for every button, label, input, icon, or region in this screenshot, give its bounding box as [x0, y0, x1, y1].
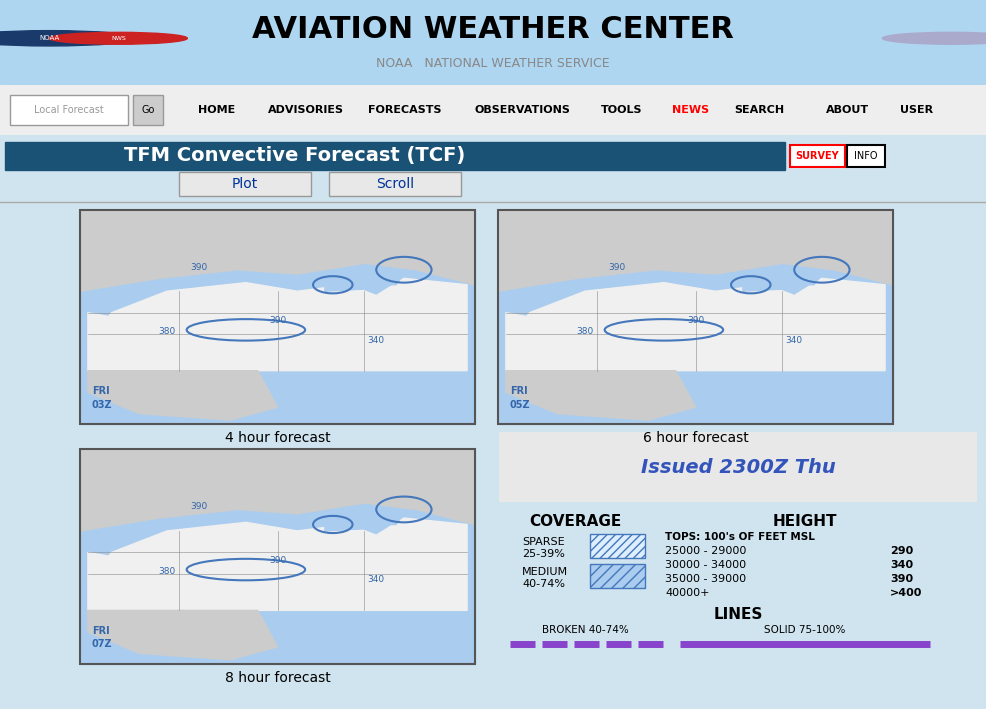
- Text: BROKEN 40-74%: BROKEN 40-74%: [541, 625, 628, 635]
- Text: 35000 - 39000: 35000 - 39000: [665, 574, 746, 584]
- Text: 6 hour forecast: 6 hour forecast: [643, 431, 748, 445]
- Text: 40-74%: 40-74%: [522, 579, 565, 589]
- Text: 25-39%: 25-39%: [522, 549, 565, 559]
- Bar: [80, 210, 475, 425]
- Text: >400: >400: [890, 588, 922, 598]
- Text: Issued 2300Z Thu: Issued 2300Z Thu: [641, 458, 835, 476]
- Text: FRI
03Z: FRI 03Z: [92, 386, 112, 410]
- Text: SPARSE: SPARSE: [522, 537, 565, 547]
- Polygon shape: [80, 210, 475, 291]
- Text: 340: 340: [368, 336, 385, 345]
- Text: HOME: HOME: [198, 105, 236, 115]
- Text: SOLID 75-100%: SOLID 75-100%: [764, 625, 846, 635]
- Text: TFM Convective Forecast (TCF): TFM Convective Forecast (TCF): [124, 146, 465, 165]
- Bar: [500, 433, 976, 501]
- FancyBboxPatch shape: [179, 172, 311, 196]
- Polygon shape: [88, 610, 277, 660]
- Text: 380: 380: [159, 567, 176, 576]
- Polygon shape: [80, 450, 475, 531]
- Text: 390: 390: [890, 574, 913, 584]
- Text: 390: 390: [190, 503, 207, 511]
- Text: ADVISORIES: ADVISORIES: [267, 105, 344, 115]
- Polygon shape: [369, 269, 404, 285]
- Text: 390: 390: [190, 263, 207, 272]
- Polygon shape: [88, 279, 467, 371]
- Bar: [80, 450, 475, 664]
- Text: NEWS: NEWS: [671, 105, 709, 115]
- Text: 390: 390: [687, 316, 704, 325]
- Text: FORECASTS: FORECASTS: [368, 105, 441, 115]
- Text: Plot: Plot: [232, 177, 258, 191]
- Text: 340: 340: [368, 576, 385, 584]
- Polygon shape: [80, 496, 127, 531]
- Text: NWS: NWS: [111, 35, 125, 41]
- Text: SURVEY: SURVEY: [795, 151, 839, 161]
- Polygon shape: [506, 279, 885, 371]
- Polygon shape: [787, 269, 822, 285]
- Bar: [790, 145, 845, 167]
- Text: 390: 390: [608, 263, 625, 272]
- FancyBboxPatch shape: [133, 95, 163, 125]
- FancyBboxPatch shape: [10, 95, 128, 125]
- Bar: [590, 534, 645, 558]
- Text: Go: Go: [141, 105, 155, 115]
- Text: 340: 340: [786, 336, 803, 345]
- Text: USER: USER: [900, 105, 934, 115]
- Polygon shape: [325, 274, 373, 291]
- Text: ABOUT: ABOUT: [826, 105, 870, 115]
- Bar: [590, 564, 645, 588]
- Text: TOOLS: TOOLS: [600, 105, 642, 115]
- Text: 30000 - 34000: 30000 - 34000: [665, 560, 746, 570]
- Polygon shape: [742, 274, 791, 291]
- Polygon shape: [88, 552, 119, 589]
- Circle shape: [882, 33, 986, 44]
- Text: NOAA: NOAA: [39, 35, 59, 41]
- Text: MEDIUM: MEDIUM: [522, 567, 568, 577]
- Bar: [80, 210, 475, 425]
- Text: LINES: LINES: [713, 607, 763, 622]
- Text: HEIGHT: HEIGHT: [773, 514, 837, 529]
- Text: Local Forecast: Local Forecast: [35, 105, 104, 115]
- Bar: [790, 145, 845, 167]
- Bar: [847, 145, 885, 167]
- Text: OBSERVATIONS: OBSERVATIONS: [474, 105, 571, 115]
- Text: 25000 - 29000: 25000 - 29000: [665, 546, 746, 556]
- Text: 380: 380: [159, 327, 176, 336]
- Text: 390: 390: [269, 316, 286, 325]
- Polygon shape: [80, 257, 127, 291]
- Text: 290: 290: [890, 546, 913, 556]
- Text: 4 hour forecast: 4 hour forecast: [225, 431, 330, 445]
- Text: 8 hour forecast: 8 hour forecast: [225, 671, 330, 685]
- Circle shape: [0, 30, 138, 46]
- Polygon shape: [88, 313, 119, 350]
- Bar: [498, 210, 893, 425]
- Bar: [498, 210, 893, 425]
- Polygon shape: [88, 371, 277, 420]
- Polygon shape: [88, 518, 467, 610]
- Text: 390: 390: [269, 556, 286, 565]
- Polygon shape: [506, 371, 695, 420]
- Text: AVIATION WEATHER CENTER: AVIATION WEATHER CENTER: [252, 16, 734, 44]
- Polygon shape: [325, 514, 373, 531]
- Text: NOAA   NATIONAL WEATHER SERVICE: NOAA NATIONAL WEATHER SERVICE: [377, 57, 609, 70]
- Text: 340: 340: [890, 560, 913, 570]
- Polygon shape: [498, 257, 545, 291]
- Bar: [5, 142, 785, 169]
- Text: FRI
07Z: FRI 07Z: [92, 626, 112, 649]
- Text: FRI
05Z: FRI 05Z: [510, 386, 530, 410]
- FancyBboxPatch shape: [329, 172, 461, 196]
- Text: COVERAGE: COVERAGE: [528, 514, 621, 529]
- Bar: [80, 450, 475, 664]
- Polygon shape: [369, 510, 404, 525]
- Text: INFO: INFO: [854, 151, 878, 161]
- Circle shape: [49, 33, 187, 44]
- Text: 380: 380: [576, 327, 594, 336]
- Polygon shape: [498, 210, 893, 291]
- Polygon shape: [506, 313, 537, 350]
- Text: 40000+: 40000+: [665, 588, 710, 598]
- Text: TOPS: 100's OF FEET MSL: TOPS: 100's OF FEET MSL: [665, 532, 814, 542]
- Text: Scroll: Scroll: [376, 177, 414, 191]
- Bar: [847, 145, 885, 167]
- Text: SEARCH: SEARCH: [735, 105, 784, 115]
